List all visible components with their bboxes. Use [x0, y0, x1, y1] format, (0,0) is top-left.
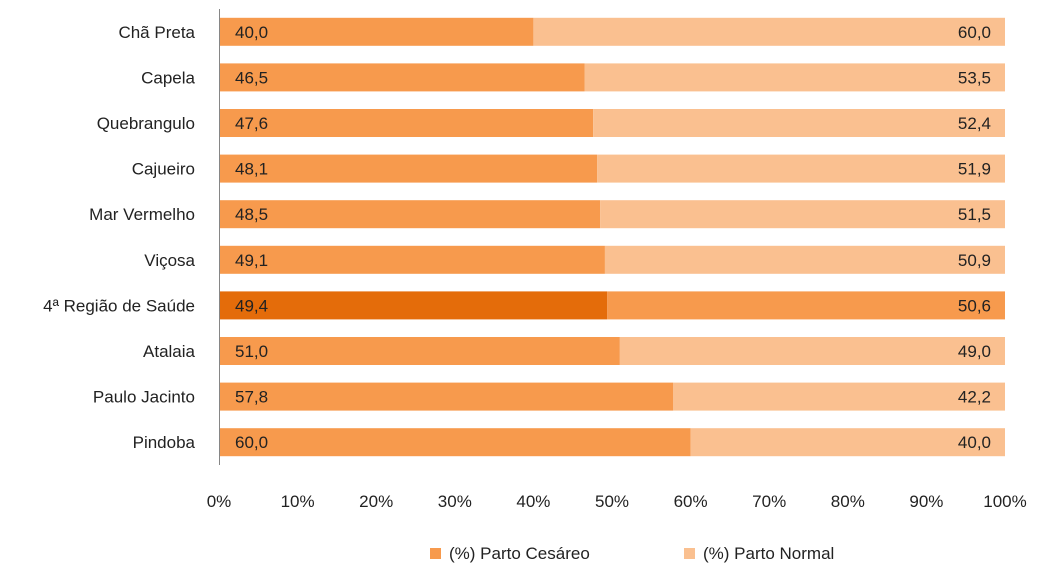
data-label-parto-cesareo-4-regiao-de-saude: 49,4: [235, 296, 268, 315]
legend-swatch-parto-normal: [684, 548, 695, 559]
data-label-parto-cesareo-capela: 46,5: [235, 68, 268, 87]
category-label-capela: Capela: [141, 68, 195, 87]
data-label-parto-normal-atalaia: 49,0: [958, 342, 991, 361]
data-label-parto-normal-cha-preta: 60,0: [958, 23, 991, 42]
legend-swatch-parto-cesareo: [430, 548, 441, 559]
data-label-parto-cesareo-vicosa: 49,1: [235, 251, 268, 270]
bar-parto-normal-paulo-jacinto: [673, 382, 1005, 411]
bar-parto-cesareo-4-regiao-de-saude: [219, 291, 608, 320]
x-tick-10: 100%: [983, 492, 1026, 511]
category-label-cajueiro: Cajueiro: [132, 160, 195, 179]
category-label-vicosa: Viçosa: [144, 251, 195, 270]
bar-parto-normal-atalaia: [619, 337, 1005, 365]
data-label-parto-normal-vicosa: 50,9: [958, 251, 991, 270]
x-tick-1: 10%: [281, 492, 315, 511]
x-tick-9: 90%: [909, 492, 943, 511]
bar-parto-normal-quebrangulo: [593, 109, 1005, 137]
data-label-parto-cesareo-atalaia: 51,0: [235, 342, 268, 361]
legend-label-parto-normal: (%) Parto Normal: [703, 544, 834, 563]
data-label-parto-normal-paulo-jacinto: 42,2: [958, 388, 991, 407]
x-tick-labels: 0% 10% 20% 30% 40% 50% 60% 70% 80% 90% 100%: [207, 492, 1027, 511]
data-label-parto-cesareo-paulo-jacinto: 57,8: [235, 388, 268, 407]
category-label-paulo-jacinto: Paulo Jacinto: [93, 388, 195, 407]
data-label-parto-normal-mar-vermelho: 51,5: [958, 205, 991, 224]
legend: (%) Parto Cesáreo (%) Parto Normal: [430, 544, 834, 563]
bar-parto-normal-4-regiao-de-saude: [607, 291, 1005, 320]
x-tick-4: 40%: [516, 492, 550, 511]
bar-parto-normal-vicosa: [604, 245, 1005, 274]
x-tick-5: 50%: [595, 492, 629, 511]
category-label-atalaia: Atalaia: [143, 342, 196, 361]
bar-parto-cesareo-paulo-jacinto: [219, 382, 674, 411]
bar-parto-cesareo-vicosa: [219, 245, 605, 274]
category-label-4-regiao-de-saude: 4ª Região de Saúde: [43, 296, 195, 315]
x-tick-8: 80%: [831, 492, 865, 511]
data-label-parto-cesareo-quebrangulo: 47,6: [235, 114, 268, 133]
bar-parto-normal-mar-vermelho: [600, 200, 1005, 229]
x-tick-3: 30%: [438, 492, 472, 511]
bar-parto-cesareo-atalaia: [219, 337, 620, 365]
data-label-parto-normal-cajueiro: 51,9: [958, 160, 991, 179]
category-label-mar-vermelho: Mar Vermelho: [89, 205, 195, 224]
bar-parto-cesareo-capela: [219, 63, 585, 92]
x-tick-6: 60%: [674, 492, 708, 511]
x-tick-7: 70%: [752, 492, 786, 511]
data-label-parto-normal-4-regiao-de-saude: 50,6: [958, 296, 991, 315]
data-label-parto-cesareo-mar-vermelho: 48,5: [235, 205, 268, 224]
bars-group: 40,0 60,0 46,5 53,5 47,6 52,4 48,1 51,9 48,5 51,5…: [219, 17, 1005, 457]
bar-parto-cesareo-mar-vermelho: [219, 200, 601, 229]
x-tick-0: 0%: [207, 492, 232, 511]
bar-parto-normal-cha-preta: [533, 17, 1005, 46]
category-label-pindoba: Pindoba: [133, 433, 196, 452]
data-label-parto-normal-capela: 53,5: [958, 68, 991, 87]
bar-parto-normal-cajueiro: [597, 154, 1005, 183]
bar-parto-cesareo-pindoba: [219, 428, 691, 457]
legend-label-parto-cesareo: (%) Parto Cesáreo: [449, 544, 590, 563]
data-label-parto-cesareo-cajueiro: 48,1: [235, 160, 268, 179]
category-label-cha-preta: Chã Preta: [118, 23, 195, 42]
data-label-parto-normal-pindoba: 40,0: [958, 433, 991, 452]
bar-parto-cesareo-cha-preta: [219, 17, 534, 46]
bar-parto-cesareo-cajueiro: [219, 154, 598, 183]
category-label-quebrangulo: Quebrangulo: [97, 114, 195, 133]
bar-parto-normal-capela: [584, 63, 1005, 92]
data-label-parto-normal-quebrangulo: 52,4: [958, 114, 991, 133]
category-labels: Chã Preta Capela Quebrangulo Cajueiro Mar Ve…: [43, 23, 195, 452]
data-label-parto-cesareo-pindoba: 60,0: [235, 433, 268, 452]
bar-parto-normal-pindoba: [690, 428, 1005, 457]
bar-parto-cesareo-quebrangulo: [219, 109, 594, 137]
data-label-parto-cesareo-cha-preta: 40,0: [235, 23, 268, 42]
x-tick-2: 20%: [359, 492, 393, 511]
